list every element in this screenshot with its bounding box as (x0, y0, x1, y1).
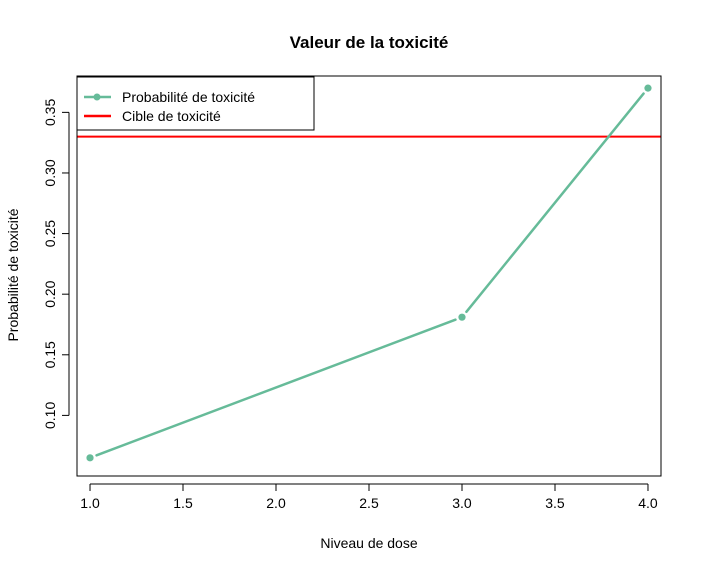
x-axis-label: Niveau de dose (320, 535, 418, 551)
x-tick-label: 3.0 (452, 495, 472, 511)
x-tick-label: 1.0 (80, 495, 100, 511)
x-tick-label: 2.5 (359, 495, 379, 511)
x-axis: 1.0 1.5 2.0 2.5 3.0 3.5 4.0 (80, 483, 658, 511)
y-axis-label: Probabilité de toxicité (5, 208, 21, 341)
plot-frame (76, 75, 662, 477)
y-tick-label: 0.35 (42, 99, 58, 126)
series-segment (95, 318, 457, 457)
x-tick-label: 2.0 (266, 495, 286, 511)
x-tick-label: 3.5 (545, 495, 565, 511)
data-point (644, 84, 652, 92)
y-tick-label: 0.10 (42, 402, 58, 429)
y-tick-label: 0.25 (42, 220, 58, 247)
data-point (86, 454, 94, 462)
y-tick-label: 0.15 (42, 341, 58, 368)
y-axis: 0.10 0.15 0.20 0.25 0.30 0.35 (42, 99, 70, 429)
legend-label-target: Cible de toxicité (122, 108, 221, 124)
legend-label-series: Probabilité de toxicité (122, 89, 255, 105)
y-tick-label: 0.20 (42, 280, 58, 307)
data-point (458, 313, 466, 321)
legend-marker-series (93, 93, 101, 101)
chart-title: Valeur de la toxicité (290, 33, 449, 52)
x-tick-label: 4.0 (638, 495, 658, 511)
y-tick-label: 0.30 (42, 159, 58, 186)
x-tick-label: 1.5 (173, 495, 193, 511)
series-segment (465, 92, 645, 314)
plot-area (77, 84, 661, 462)
legend-box (76, 76, 315, 131)
legend: Probabilité de toxicité Cible de toxicit… (76, 76, 315, 131)
